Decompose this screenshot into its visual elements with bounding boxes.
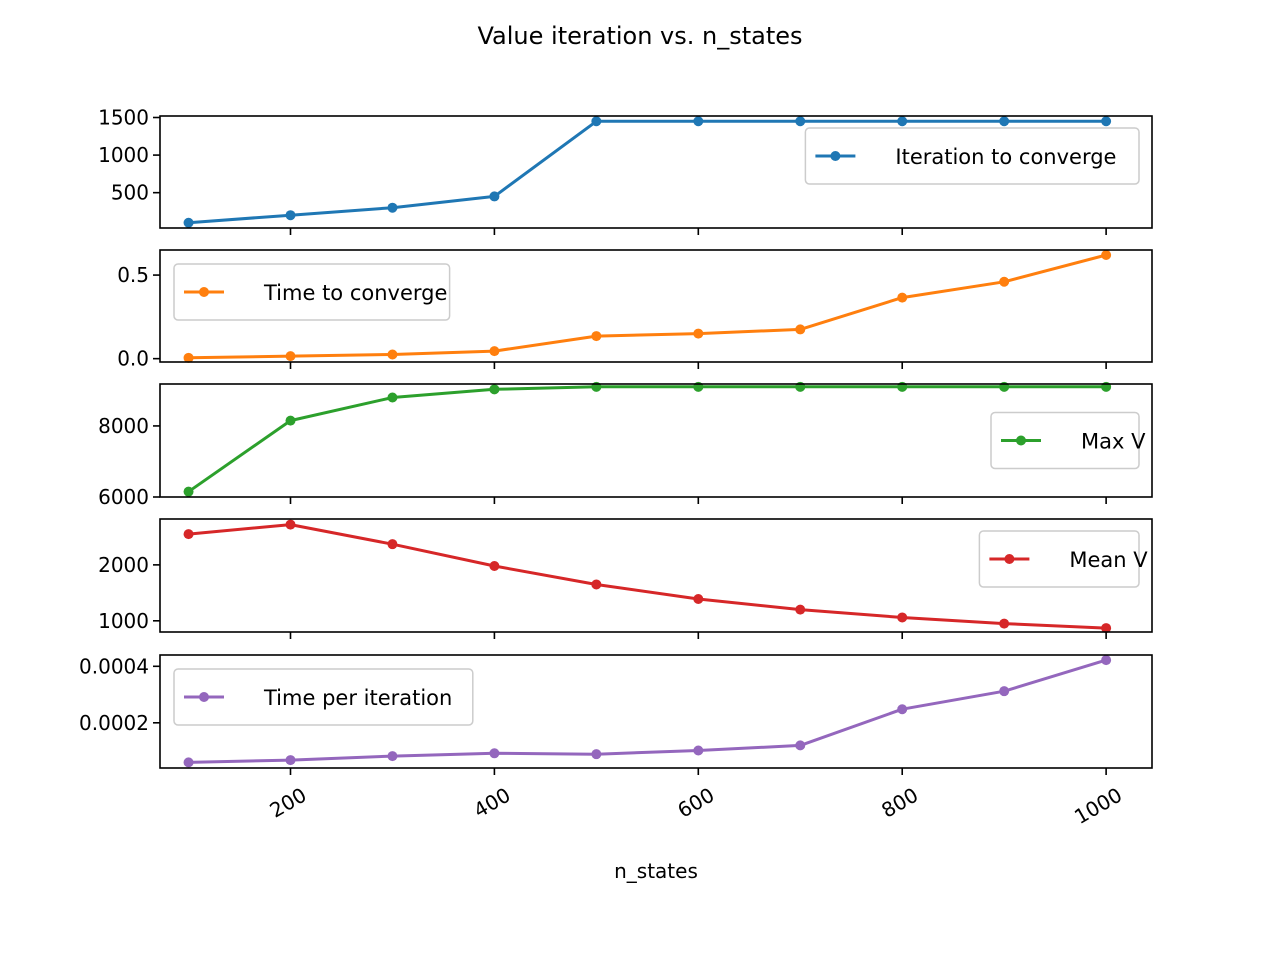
- data-point: [489, 748, 500, 759]
- axes-frame: [159, 518, 1153, 633]
- legend-label: Time per iteration: [263, 686, 452, 710]
- legend-box: [990, 411, 1140, 470]
- axes-frame: [159, 383, 1153, 498]
- y-tick-label: 1000: [98, 609, 149, 633]
- data-point: [795, 604, 806, 615]
- x-tick-label: 1000: [1070, 783, 1126, 829]
- legend-box: [173, 263, 451, 321]
- data-point: [285, 415, 296, 426]
- axes-frame: [159, 115, 1153, 229]
- legend-marker: [199, 692, 209, 702]
- data-point: [591, 579, 602, 590]
- data-point: [591, 749, 602, 760]
- y-tick-label: 1000: [98, 143, 149, 167]
- data-point: [285, 519, 296, 530]
- data-point: [183, 217, 194, 228]
- axes-frame: [159, 249, 1153, 363]
- legend-label: Iteration to converge: [895, 145, 1116, 169]
- data-point: [489, 191, 500, 202]
- legend-label: Time to converge: [263, 281, 447, 305]
- data-point: [489, 384, 500, 395]
- data-point: [897, 116, 908, 127]
- y-tick-label: 0.0002: [79, 711, 149, 735]
- data-point: [693, 745, 704, 756]
- y-tick-label: 500: [111, 181, 149, 205]
- series-line: [188, 119, 1107, 225]
- subplot-4: 1000 2000 Mean V: [98, 518, 1153, 639]
- y-tick-label: 0.0: [117, 347, 149, 371]
- data-point: [897, 704, 908, 715]
- data-point: [999, 618, 1010, 629]
- legend-label: Mean V: [1069, 548, 1148, 572]
- data-point: [183, 529, 194, 540]
- series-line: [188, 523, 1107, 630]
- subplot-5: 0.0002 0.0004 200 400 600 800 1000 Time per ite…: [79, 654, 1153, 829]
- legend-marker: [199, 287, 209, 297]
- data-point: [489, 346, 500, 357]
- x-tick-label: 200: [266, 783, 311, 823]
- figure-title: Value iteration vs. n_states: [477, 22, 802, 50]
- data-point: [897, 292, 908, 303]
- y-tick-label: 1500: [98, 106, 149, 130]
- data-point: [285, 755, 296, 766]
- series-line: [187, 385, 1107, 493]
- legend-box: [173, 668, 474, 726]
- data-point: [693, 328, 704, 339]
- y-tick-label: 6000: [98, 485, 149, 509]
- legend-label: Max V: [1081, 430, 1146, 454]
- data-point: [795, 740, 806, 751]
- data-point: [1101, 116, 1112, 127]
- data-point: [1101, 655, 1112, 666]
- y-tick-label: 2000: [98, 553, 149, 577]
- legend: Time to converge: [173, 263, 451, 321]
- data-point: [183, 486, 194, 497]
- data-point: [999, 116, 1010, 127]
- y-tick-label: 0.5: [117, 263, 149, 287]
- legend: Iteration to converge: [804, 127, 1140, 185]
- legend-box: [978, 530, 1140, 588]
- data-point: [897, 612, 908, 623]
- legend: Time per iteration: [173, 668, 474, 726]
- data-point: [693, 593, 704, 604]
- legend-marker: [830, 151, 841, 161]
- subplot-stack: 500 1000 1500 Iteration to converge 0.0 0.5 Ti…: [79, 106, 1153, 829]
- subplot-3: 6000 8000 Max V: [98, 381, 1153, 509]
- data-point: [183, 352, 194, 363]
- data-point: [795, 324, 806, 335]
- data-point: [999, 276, 1010, 287]
- series-line: [188, 658, 1107, 764]
- data-point: [591, 116, 602, 127]
- data-point: [795, 116, 806, 127]
- axes-frame: [159, 654, 1153, 769]
- legend-marker: [1016, 435, 1026, 446]
- series-line: [188, 253, 1107, 360]
- subplot-2: 0.0 0.5 Time to converge: [117, 249, 1153, 371]
- data-point: [183, 757, 194, 768]
- data-point: [693, 116, 704, 127]
- data-point: [387, 349, 398, 360]
- legend-marker: [1004, 554, 1015, 564]
- data-point: [285, 351, 296, 362]
- y-tick-label: 0.0004: [79, 654, 149, 678]
- data-point: [387, 392, 398, 403]
- x-axis-label: n_states: [614, 859, 698, 883]
- x-tick-label: 800: [877, 783, 922, 823]
- data-point: [387, 751, 398, 762]
- data-point: [285, 210, 296, 221]
- data-point: [489, 560, 500, 571]
- data-point: [387, 202, 398, 213]
- data-point: [1101, 623, 1112, 634]
- data-point: [1101, 250, 1112, 261]
- y-tick-label: 8000: [98, 414, 149, 438]
- legend: Max V: [990, 411, 1146, 470]
- legend: Mean V: [978, 530, 1148, 588]
- x-tick-label: 400: [469, 783, 514, 823]
- x-tick-label: 600: [673, 783, 718, 823]
- legend-box: [804, 127, 1140, 185]
- data-point: [999, 686, 1010, 697]
- data-point: [387, 539, 398, 550]
- data-point: [591, 331, 602, 342]
- subplot-1: 500 1000 1500 Iteration to converge: [98, 106, 1153, 235]
